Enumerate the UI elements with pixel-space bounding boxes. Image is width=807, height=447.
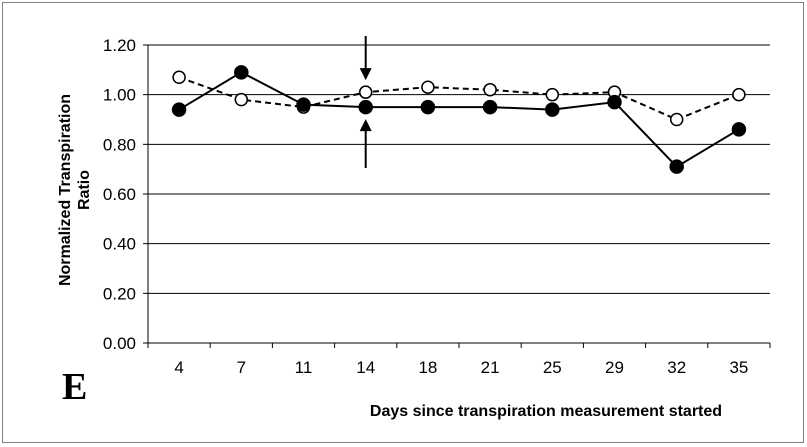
y-tick-label: 0.00 — [103, 334, 136, 353]
x-tick-label: 18 — [418, 358, 437, 377]
x-tick-label: 21 — [481, 358, 500, 377]
data-point-filled — [234, 65, 249, 80]
annotations — [359, 36, 372, 168]
data-point-filled — [607, 94, 622, 110]
data-point-open — [358, 85, 373, 99]
data-point-filled — [545, 102, 560, 117]
x-tick-label: 7 — [237, 358, 246, 377]
x-tick-label: 32 — [667, 358, 686, 377]
x-axis-title: Days since transpiration measurement sta… — [370, 403, 722, 420]
panel-label: E — [62, 366, 87, 408]
series-line-open — [178, 76, 740, 121]
data-point-filled — [358, 99, 373, 115]
y-tick-label: 0.20 — [103, 284, 136, 303]
y-axis-title-line-1: Normalized Transpiration — [57, 94, 74, 286]
data-point-open — [545, 87, 560, 102]
y-axis-title: Normalized Transpiration Ratio — [57, 94, 93, 286]
data-point-open — [234, 92, 249, 107]
gridlines — [148, 44, 770, 294]
x-tick-labels: 4 7 11 14 18 21 25 29 32 35 — [174, 358, 748, 377]
x-tick-label: 29 — [605, 358, 624, 377]
y-tick-label: 1.20 — [103, 36, 136, 55]
data-point-open — [483, 82, 497, 97]
data-point-open — [421, 80, 435, 94]
data-point-open — [732, 87, 746, 102]
x-tick-label: 14 — [356, 358, 375, 377]
arrow-up-head — [359, 119, 372, 132]
data-point-open — [172, 70, 186, 85]
data-point-filled — [296, 97, 311, 112]
data-point-filled — [669, 159, 684, 174]
data-point-filled — [420, 99, 436, 115]
data-point-filled — [731, 122, 747, 137]
y-tick-label: 0.80 — [103, 135, 136, 154]
y-tick-label: 0.40 — [103, 235, 136, 254]
y-axis-title-line-2: Ratio — [76, 170, 93, 210]
series — [171, 65, 747, 174]
data-point-filled — [482, 99, 498, 115]
y-tick-labels: 0.00 0.20 0.40 0.60 0.80 1.00 1.20 — [103, 36, 136, 353]
x-tick-label: 25 — [543, 358, 562, 377]
x-tick-label: 11 — [295, 358, 313, 377]
arrow-down-head — [359, 68, 372, 81]
data-point-filled — [171, 102, 187, 117]
axes — [143, 44, 771, 348]
series-line-filled — [178, 71, 740, 168]
y-tick-label: 0.60 — [103, 185, 136, 204]
x-tick-label: 4 — [174, 358, 183, 377]
x-tick-label: 35 — [729, 358, 748, 377]
y-tick-label: 1.00 — [103, 86, 136, 105]
data-point-open — [669, 112, 684, 127]
